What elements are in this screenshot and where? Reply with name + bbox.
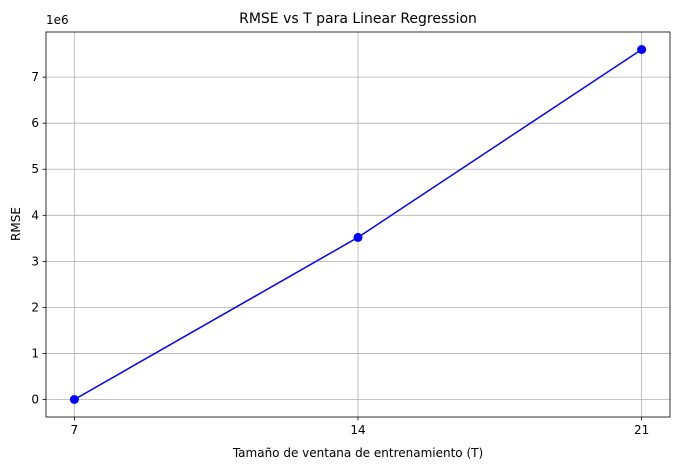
y-tick-label: 2 (31, 300, 39, 314)
y-tick-label: 7 (31, 70, 39, 84)
series-group (69, 45, 647, 404)
y-offset-label: 1e6 (46, 13, 69, 27)
y-axis: 0 1 2 3 4 5 6 7 (31, 70, 46, 407)
y-tick-label: 3 (31, 254, 39, 268)
y-axis-title: RMSE (9, 207, 23, 241)
data-point (353, 232, 363, 242)
y-tick-label: 6 (31, 116, 39, 130)
chart-title: RMSE vs T para Linear Regression (239, 11, 477, 27)
y-tick-label: 4 (31, 208, 39, 222)
x-tick-label: 7 (71, 423, 79, 437)
x-tick-label: 21 (634, 423, 649, 437)
y-tick-label: 1 (31, 346, 39, 360)
x-axis: 7 14 21 (71, 417, 649, 437)
x-axis-title: Tamaño de ventana de entrenamiento (T) (232, 446, 483, 460)
y-tick-label: 0 (31, 393, 39, 407)
data-point (69, 395, 79, 404)
data-point (637, 45, 647, 54)
x-tick-label: 14 (350, 423, 365, 437)
grid (46, 32, 670, 417)
y-tick-label: 5 (31, 162, 39, 176)
